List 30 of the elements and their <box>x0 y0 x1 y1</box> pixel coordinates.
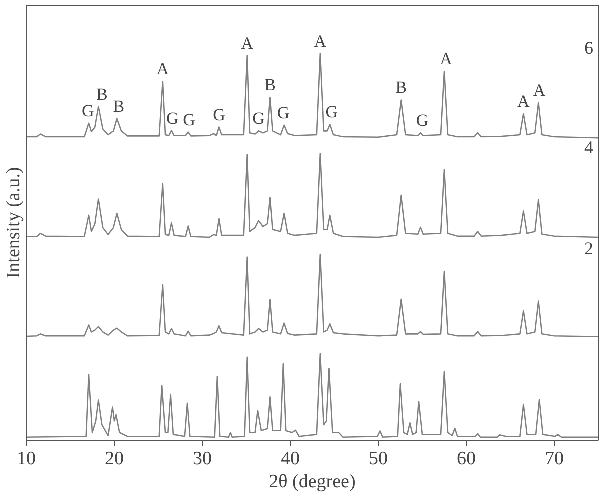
annotation: A <box>533 80 546 100</box>
annotation: G <box>277 103 290 122</box>
annotation: A <box>440 50 454 69</box>
annotation: A <box>156 60 170 79</box>
annotation: G <box>166 108 179 128</box>
annotation: A <box>518 92 531 111</box>
text: 6 <box>584 38 594 58</box>
annotation: B <box>396 78 408 98</box>
annotation: A <box>241 34 254 53</box>
annotation: B <box>113 96 125 116</box>
x-tick-label: 30 <box>193 448 212 470</box>
annotation: G <box>416 111 429 130</box>
annotation: G <box>213 105 226 124</box>
annotation: B <box>96 84 108 104</box>
x-tick-label: 40 <box>281 448 300 470</box>
annotation: G <box>326 102 338 122</box>
annotation: A <box>314 32 328 51</box>
annotation: B <box>264 76 276 95</box>
x-tick-label: 60 <box>457 448 476 470</box>
y-axis-title: Intensity (a.u.) <box>4 167 24 279</box>
x-tick-label: 70 <box>545 448 564 470</box>
x-tick-label: 20 <box>105 448 124 470</box>
text: 4 <box>584 138 594 158</box>
annotation: G <box>183 110 196 130</box>
x-axis-title: 2θ (degree) <box>269 472 356 492</box>
x-tick-label: 50 <box>369 448 388 470</box>
text: 2 <box>584 238 594 259</box>
annotation: G <box>82 101 94 120</box>
x-tick-label: 10 <box>17 448 36 470</box>
annotation: G <box>252 109 265 128</box>
